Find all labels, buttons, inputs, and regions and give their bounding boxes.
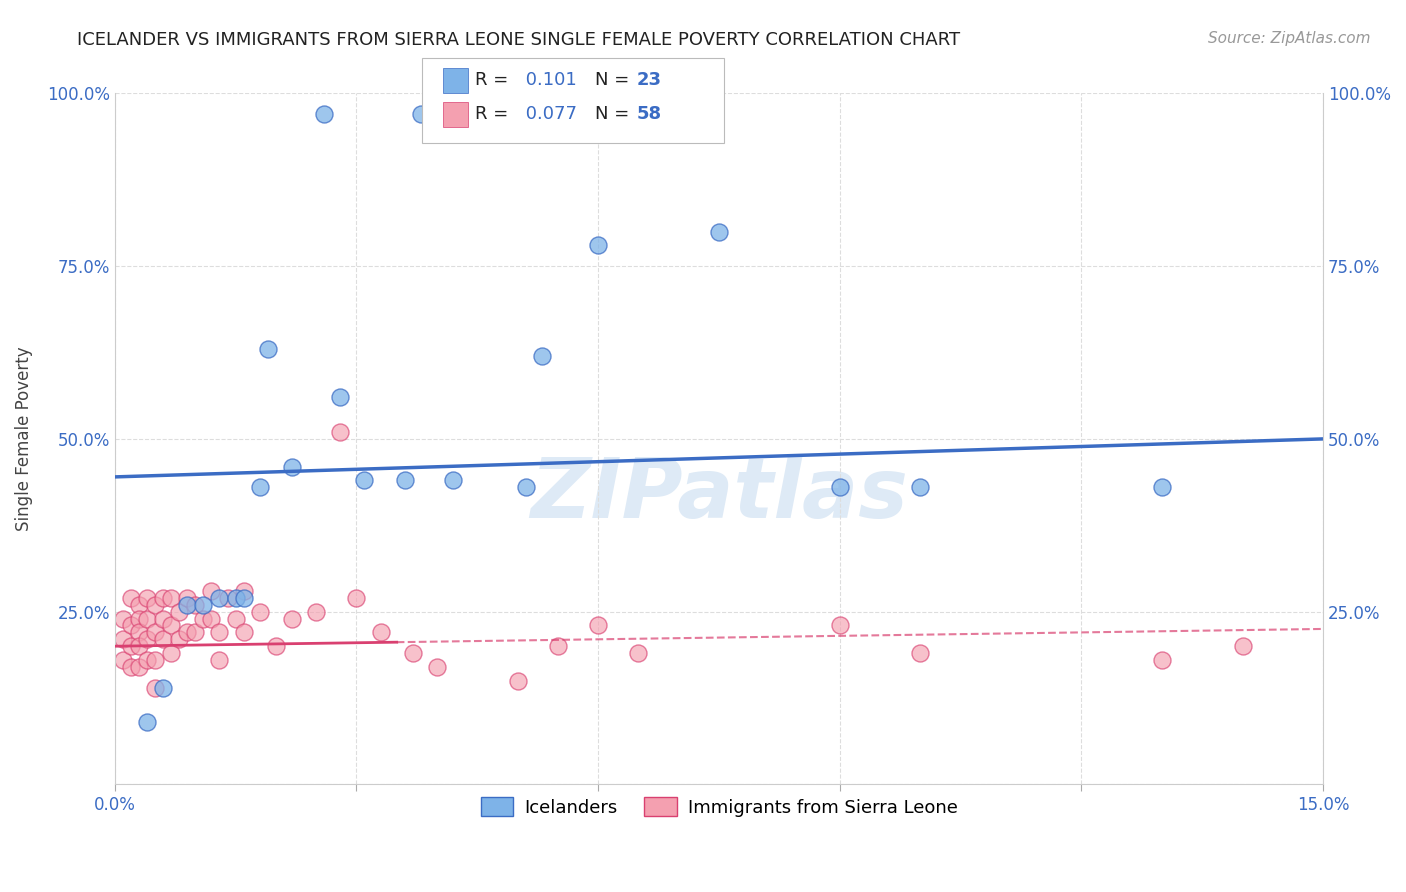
Point — [1150, 480, 1173, 494]
Point — [426, 660, 449, 674]
Point — [184, 598, 207, 612]
Point — [264, 639, 287, 653]
Point — [547, 639, 569, 653]
Point — [111, 611, 134, 625]
Point — [208, 591, 231, 605]
Point — [193, 598, 215, 612]
Point — [329, 425, 352, 439]
Point — [249, 605, 271, 619]
Point — [394, 474, 416, 488]
Point — [136, 632, 159, 647]
Point — [160, 618, 183, 632]
Point — [329, 391, 352, 405]
Point — [707, 225, 730, 239]
Point — [167, 605, 190, 619]
Text: Source: ZipAtlas.com: Source: ZipAtlas.com — [1208, 31, 1371, 46]
Point — [515, 480, 537, 494]
Point — [111, 653, 134, 667]
Text: 58: 58 — [637, 105, 662, 123]
Point — [409, 107, 432, 121]
Point — [232, 591, 254, 605]
Text: ICELANDER VS IMMIGRANTS FROM SIERRA LEONE SINGLE FEMALE POVERTY CORRELATION CHAR: ICELANDER VS IMMIGRANTS FROM SIERRA LEON… — [77, 31, 960, 49]
Point — [217, 591, 239, 605]
Point — [249, 480, 271, 494]
Point — [136, 591, 159, 605]
Point — [120, 618, 142, 632]
Point — [128, 598, 150, 612]
Point — [120, 639, 142, 653]
Point — [160, 591, 183, 605]
Point — [176, 598, 198, 612]
Point — [152, 681, 174, 695]
Point — [441, 474, 464, 488]
Point — [828, 618, 851, 632]
Point — [281, 459, 304, 474]
Point — [184, 625, 207, 640]
Point — [370, 625, 392, 640]
Point — [256, 342, 278, 356]
Point — [586, 618, 609, 632]
Point — [167, 632, 190, 647]
Point — [346, 591, 368, 605]
Text: 23: 23 — [637, 71, 662, 89]
Point — [910, 646, 932, 660]
Point — [136, 611, 159, 625]
Text: R =: R = — [475, 71, 515, 89]
Point — [128, 660, 150, 674]
Point — [152, 611, 174, 625]
Text: 0.077: 0.077 — [520, 105, 578, 123]
Point — [225, 591, 247, 605]
Point — [111, 632, 134, 647]
Point — [281, 611, 304, 625]
Point — [232, 583, 254, 598]
Point — [120, 591, 142, 605]
Point — [120, 660, 142, 674]
Point — [128, 611, 150, 625]
Point — [143, 625, 166, 640]
Point — [200, 611, 222, 625]
Point — [176, 591, 198, 605]
Point — [225, 611, 247, 625]
Text: 0.101: 0.101 — [520, 71, 576, 89]
Point — [353, 474, 375, 488]
Text: N =: N = — [595, 71, 634, 89]
Point — [160, 646, 183, 660]
Point — [506, 673, 529, 688]
Point — [208, 653, 231, 667]
Point — [143, 653, 166, 667]
Point — [828, 480, 851, 494]
Y-axis label: Single Female Poverty: Single Female Poverty — [15, 347, 32, 532]
Point — [152, 632, 174, 647]
Point — [128, 639, 150, 653]
Point — [910, 480, 932, 494]
Point — [143, 598, 166, 612]
Point — [402, 646, 425, 660]
Point — [1150, 653, 1173, 667]
Point — [314, 107, 336, 121]
Point — [143, 681, 166, 695]
Legend: Icelanders, Immigrants from Sierra Leone: Icelanders, Immigrants from Sierra Leone — [474, 790, 965, 824]
Point — [586, 238, 609, 252]
Point — [208, 625, 231, 640]
Point — [136, 653, 159, 667]
Text: ZIPatlas: ZIPatlas — [530, 454, 908, 534]
Point — [152, 591, 174, 605]
Point — [200, 583, 222, 598]
Point — [232, 625, 254, 640]
Text: N =: N = — [595, 105, 634, 123]
Point — [136, 715, 159, 730]
Point — [530, 349, 553, 363]
Point — [305, 605, 328, 619]
Point — [627, 646, 650, 660]
Point — [176, 625, 198, 640]
Point — [1232, 639, 1254, 653]
Text: R =: R = — [475, 105, 515, 123]
Point — [128, 625, 150, 640]
Point — [193, 611, 215, 625]
